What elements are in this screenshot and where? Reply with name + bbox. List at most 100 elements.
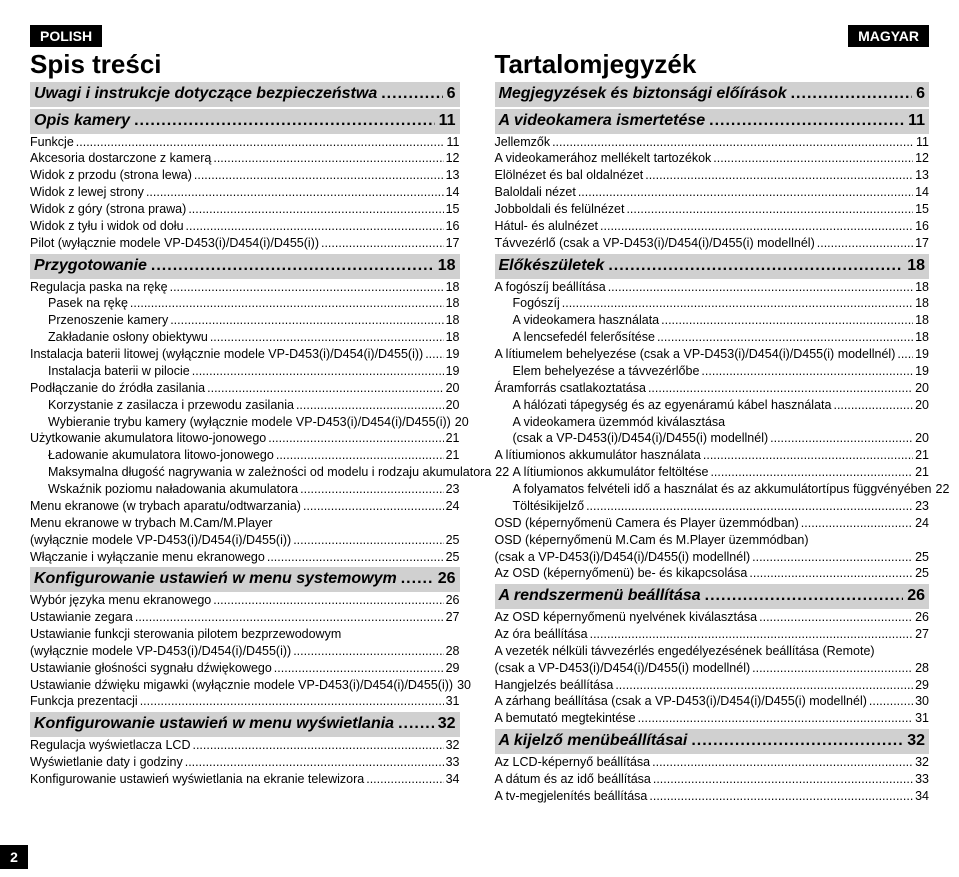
line-page: 16 <box>446 218 460 235</box>
toc-line: Az LCD-képernyő beállítása..............… <box>495 754 930 771</box>
leader-dots: ........................................… <box>752 549 913 566</box>
leader-dots: ........................................… <box>300 481 443 498</box>
section-title: Przygotowanie <box>34 256 147 277</box>
section-title: Előkészületek <box>499 256 605 277</box>
line-title: (wyłącznie modele VP-D453(i)/D454(i)/D45… <box>30 643 291 660</box>
leader-dots: ........................................… <box>213 150 443 167</box>
line-page: 16 <box>915 218 929 235</box>
leader-dots: ........................................… <box>185 754 444 771</box>
line-title: A zárhang beállítása (csak a VP-D453(i)/… <box>495 693 867 710</box>
toc-line: Wskaźnik poziomu naładowania akumulatora… <box>30 481 460 498</box>
lang-label-right: MAGYAR <box>848 25 929 47</box>
line-title: Widok z tyłu i widok od dołu <box>30 218 184 235</box>
line-title: Użytkowanie akumulatora litowo-jonowego <box>30 430 266 447</box>
section-page: 18 <box>438 256 456 277</box>
toc-line: Jellemzők...............................… <box>495 134 930 151</box>
line-title: Ustawianie funkcji sterowania pilotem be… <box>30 626 341 643</box>
line-page: 18 <box>915 295 929 312</box>
line-title: A videokamera üzemmód kiválasztása <box>513 414 726 431</box>
line-page: 19 <box>915 346 929 363</box>
toc-line: A bemutató megtekintése.................… <box>495 710 930 727</box>
leader-dots: ........................................… <box>705 586 904 607</box>
line-title: (csak a VP-D453(i)/D454(i)/D455(i) model… <box>495 549 751 566</box>
leader-dots: ........................................… <box>653 771 913 788</box>
toc-title-left: Spis treści <box>30 49 460 80</box>
leader-dots: ........................................… <box>638 710 914 727</box>
leader-dots: ........................................… <box>194 167 444 184</box>
line-page: 24 <box>446 498 460 515</box>
line-page: 18 <box>446 279 460 296</box>
toc-line: Użytkowanie akumulatora litowo-jonowego.… <box>30 430 460 447</box>
line-title: Funkcja prezentacji <box>30 693 138 710</box>
toc-line: Az OSD képernyőmenü nyelvének kiválasztá… <box>495 609 930 626</box>
line-page: 18 <box>915 279 929 296</box>
section-page: 32 <box>438 714 456 735</box>
line-title: Widok z góry (strona prawa) <box>30 201 186 218</box>
section-header: A kijelző menübeállításai...............… <box>495 729 930 754</box>
line-page: 11 <box>916 134 929 151</box>
leader-dots: ........................................… <box>615 677 913 694</box>
leader-dots: ........................................… <box>713 150 913 167</box>
toc-line: A lencsefedél felerősítése..............… <box>495 329 930 346</box>
leader-dots: ........................................… <box>590 626 913 643</box>
toc-line: Menu ekranowe (w trybach aparatu/odtwarz… <box>30 498 460 515</box>
section-page: 11 <box>439 111 456 132</box>
toc-line: Korzystanie z zasilacza i przewodu zasil… <box>30 397 460 414</box>
lang-label-left: POLISH <box>30 25 102 47</box>
toc-line: Maksymalna długość nagrywania w zależnoś… <box>30 464 460 481</box>
line-page: 26 <box>915 609 929 626</box>
toc-line: Widok z tyłu i widok od dołu............… <box>30 218 460 235</box>
toc-line: Elölnézet és bal oldalnézet.............… <box>495 167 930 184</box>
section-header: Előkészületek...........................… <box>495 254 930 279</box>
toc-line: Hátul- és alulnézet.....................… <box>495 218 930 235</box>
line-page: 29 <box>446 660 460 677</box>
leader-dots: ........................................… <box>192 737 443 754</box>
line-title: Ustawianie dźwięku migawki (wyłącznie mo… <box>30 677 453 694</box>
line-title: Menu ekranowe (w trybach aparatu/odtwarz… <box>30 498 301 515</box>
section-page: 26 <box>438 569 456 590</box>
line-title: Pilot (wyłącznie modele VP-D453(i)/D454(… <box>30 235 319 252</box>
line-page: 27 <box>446 609 460 626</box>
leader-dots: ........................................… <box>710 464 913 481</box>
toc-line: A lítiumionos akkumulátor használata....… <box>495 447 930 464</box>
line-page: 19 <box>446 346 460 363</box>
line-title: A lítiumelem behelyezése (csak a VP-D453… <box>495 346 896 363</box>
leader-dots: ........................................… <box>897 346 913 363</box>
line-title: A vezeték nélküli távvezérlés engedélyez… <box>495 643 875 660</box>
line-title: Az OSD képernyőmenü nyelvének kiválasztá… <box>495 609 758 626</box>
line-page: 27 <box>915 626 929 643</box>
line-page: 24 <box>915 515 929 532</box>
leader-dots: ........................................… <box>274 660 444 677</box>
toc-line: Távvezérlő (csak a VP-D453(i)/D454(i)/D4… <box>495 235 930 252</box>
line-page: 18 <box>446 312 460 329</box>
leader-dots: ........................................… <box>192 363 444 380</box>
section-header: A videokamera ismertetése...............… <box>495 109 930 134</box>
line-page: 31 <box>915 710 929 727</box>
line-title: Wskaźnik poziomu naładowania akumulatora <box>48 481 298 498</box>
section-page: 6 <box>447 84 456 105</box>
section-title: Uwagi i instrukcje dotyczące bezpieczeńs… <box>34 84 377 105</box>
toc-line: A zárhang beállítása (csak a VP-D453(i)/… <box>495 693 930 710</box>
toc-line: A hálózati tápegység és az egyenáramú ká… <box>495 397 930 414</box>
leader-dots: ........................................… <box>649 788 913 805</box>
toc-line: A vezeték nélküli távvezérlés engedélyez… <box>495 643 930 660</box>
toc-line: Wyświetlanie daty i godziny.............… <box>30 754 460 771</box>
leader-dots: ........................................… <box>770 430 913 447</box>
leader-dots: ........................................… <box>210 329 444 346</box>
line-title: A bemutató megtekintése <box>495 710 636 727</box>
line-title: Regulacja wyświetlacza LCD <box>30 737 190 754</box>
line-title: Ustawianie zegara <box>30 609 133 626</box>
line-page: 19 <box>446 363 460 380</box>
section-header: Przygotowanie...........................… <box>30 254 460 279</box>
line-title: (wyłącznie modele VP-D453(i)/D454(i)/D45… <box>30 532 291 549</box>
line-title: Ładowanie akumulatora litowo-jonowego <box>48 447 274 464</box>
leader-dots: ........................................… <box>749 565 913 582</box>
leader-dots: ........................................… <box>170 312 443 329</box>
toc-line: Hangjelzés beállítása...................… <box>495 677 930 694</box>
toc-line: Przenoszenie kamery.....................… <box>30 312 460 329</box>
leader-dots: ........................................… <box>366 771 443 788</box>
line-page: 19 <box>915 363 929 380</box>
leader-dots: ........................................… <box>648 380 913 397</box>
line-title: A fogószíj beállítása <box>495 279 606 296</box>
leader-dots: ........................................… <box>134 111 435 132</box>
